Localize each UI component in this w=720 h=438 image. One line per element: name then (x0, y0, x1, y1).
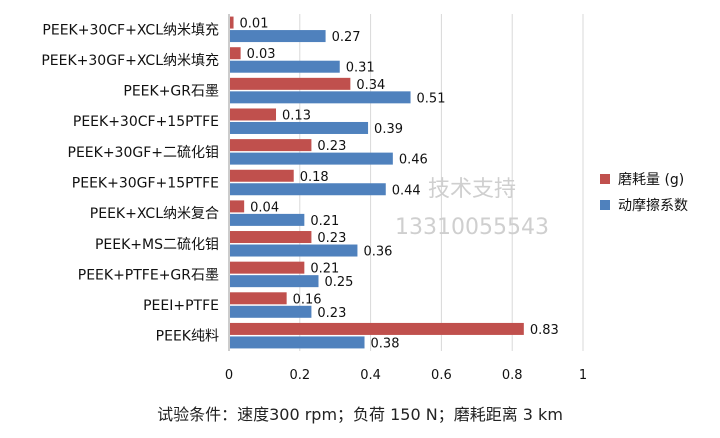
category-label: PEEK+30GF+二硫化钼 (68, 145, 220, 161)
friction-bar (230, 91, 411, 104)
friction-bar (230, 305, 312, 318)
friction-value-label: 0.27 (332, 30, 361, 45)
wear-bar (230, 108, 277, 121)
friction-bar (230, 336, 365, 349)
wear-bar (230, 139, 312, 152)
friction-value-label: 0.39 (374, 122, 403, 137)
friction-value-label: 0.31 (346, 61, 375, 76)
category-label: PEEK纯料 (156, 329, 219, 345)
wear-value-label: 0.34 (356, 78, 385, 93)
friction-bar (230, 275, 319, 288)
friction-value-label: 0.38 (371, 336, 400, 351)
watermark: 技术支持 13310055543 (395, 177, 549, 240)
wear-bar (230, 292, 287, 305)
wear-bar (230, 47, 241, 60)
wear-bar (230, 261, 305, 274)
category-label: PEEK+30CF+XCL纳米填充 (42, 22, 219, 38)
wear-value-label: 0.23 (317, 139, 346, 154)
wear-bar (230, 16, 234, 29)
watermark-line-1: 技术支持 (428, 177, 516, 202)
wear-bar (230, 77, 351, 90)
x-tick-label: 0 (225, 368, 233, 383)
wear-bar (230, 169, 294, 182)
wear-value-label: 0.23 (317, 231, 346, 246)
category-label: PEEK+30GF+15PTFE (72, 176, 219, 192)
category-label: PEEK+PTFE+GR石墨 (78, 267, 219, 283)
friction-value-label: 0.25 (325, 275, 354, 290)
wear-value-label: 0.83 (530, 323, 559, 338)
category-label: PEEI+PTFE (143, 298, 219, 314)
wear-value-label: 0.16 (293, 292, 322, 307)
legend-label: 磨耗量 (g) (618, 172, 684, 188)
wear-bar (230, 231, 312, 244)
wear-bar (230, 322, 524, 335)
friction-value-label: 0.46 (399, 153, 428, 168)
friction-value-label: 0.36 (363, 245, 392, 260)
friction-bar (230, 121, 369, 134)
wear-value-label: 0.18 (300, 170, 329, 185)
watermark-line-2: 13310055543 (395, 215, 549, 240)
category-label: PEEK+XCL纳米复合 (90, 205, 219, 222)
legend: 磨耗量 (g) 动摩擦系数 (600, 172, 688, 214)
wear-value-label: 0.13 (282, 108, 311, 123)
friction-value-label: 0.51 (417, 91, 446, 106)
category-label: PEEK+30CF+15PTFE (73, 114, 219, 130)
legend-swatch (600, 200, 610, 210)
bars: 0.01 0.27 0.03 0.31 0.34 0.51 0.13 0.39 0.23 0.46… (230, 16, 559, 351)
friction-bar (230, 183, 386, 196)
friction-value-label: 0.21 (310, 214, 339, 229)
friction-value-label: 0.23 (317, 306, 346, 321)
legend-swatch (600, 174, 610, 184)
x-tick-label: 0.8 (502, 368, 523, 383)
wear-value-label: 0.04 (250, 200, 279, 215)
wear-value-label: 0.03 (247, 47, 276, 62)
friction-bar (230, 30, 326, 43)
source-credit: 知乎 @话说塑料 (588, 395, 705, 414)
friction-bar (230, 213, 305, 226)
friction-bar (230, 244, 358, 257)
wear-bar (230, 200, 245, 213)
test-conditions-footer: 试验条件：速度300 rpm；负荷 150 N；磨耗距离 3 km (157, 405, 563, 424)
category-label: PEEK+MS二硫化钼 (95, 237, 219, 253)
x-tick-labels: 0 0.2 0.4 0.6 0.8 1 (225, 368, 587, 383)
x-tick-label: 0.2 (289, 368, 310, 383)
x-tick-label: 0.6 (431, 368, 452, 383)
wear-value-label: 0.01 (240, 17, 269, 32)
x-tick-label: 0.4 (360, 368, 381, 383)
friction-value-label: 0.44 (392, 183, 421, 198)
wear-value-label: 0.21 (310, 262, 339, 277)
category-labels: PEEK+30CF+XCL纳米填充 PEEK+30GF+XCL纳米填充 PEEK+G… (41, 22, 219, 344)
category-label: PEEK+30GF+XCL纳米填充 (41, 53, 219, 69)
legend-label: 动摩擦系数 (618, 197, 688, 214)
x-tick-label: 1 (579, 368, 587, 383)
friction-bar (230, 60, 340, 73)
friction-bar (230, 152, 393, 165)
category-label: PEEK+GR石墨 (123, 84, 219, 100)
